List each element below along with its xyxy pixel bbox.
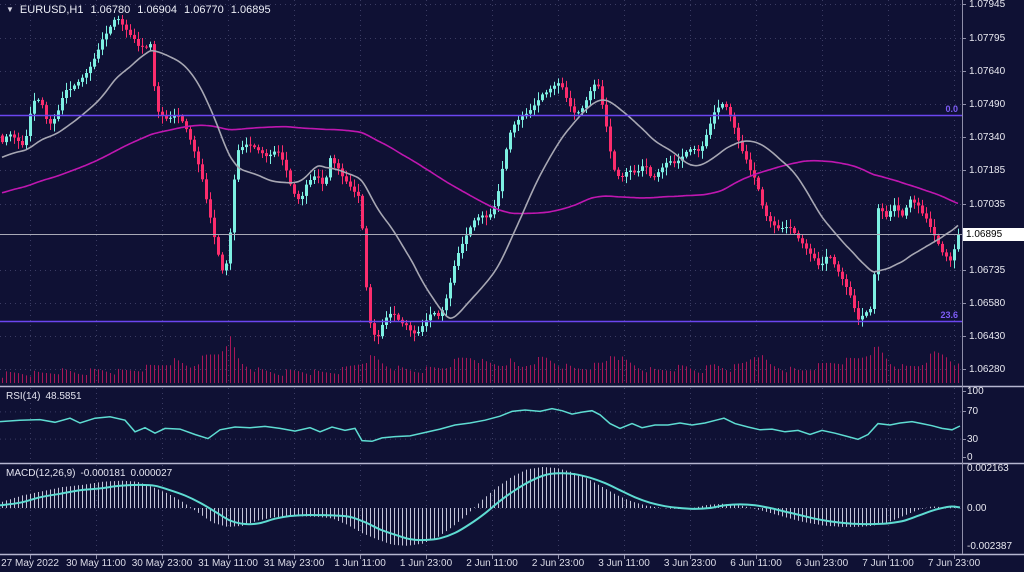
time-axis-label[interactable]: 7 Jun 23:00 xyxy=(927,558,981,569)
moving-average-fast xyxy=(1,49,959,319)
time-axis-label[interactable]: 7 Jun 11:00 xyxy=(862,558,914,569)
macd-pane-label: MACD(12,26,9) -0.000181 0.000027 xyxy=(6,468,172,479)
symbol-label: EURUSD,H1 xyxy=(19,4,84,16)
ohlc-low: 1.06770 xyxy=(184,4,224,16)
candles-layer xyxy=(1,15,960,345)
rsi-indicator-value: 48.5851 xyxy=(45,391,82,402)
chart-header: ▼ EURUSD,H1 1.06780 1.06904 1.06770 1.06895 xyxy=(6,4,271,16)
time-axis-label[interactable]: 2 Jun 23:00 xyxy=(531,558,585,569)
rsi-pane-label: RSI(14) 48.5851 xyxy=(6,391,82,402)
time-axis-label[interactable]: 1 Jun 11:00 xyxy=(334,558,386,569)
moving-average-slow xyxy=(1,124,959,215)
rsi-scale-tick[interactable]: 0 xyxy=(967,452,973,463)
price-axis-tick[interactable]: 1.07340 xyxy=(969,132,1006,143)
volume-bars xyxy=(2,336,959,383)
macd-scale-tick[interactable]: 0.002163 xyxy=(967,463,1009,474)
fib-level-label: 23.6 xyxy=(940,310,958,320)
price-axis-tick[interactable]: 1.07185 xyxy=(969,165,1006,176)
ohlc-open: 1.06780 xyxy=(90,4,131,16)
price-axis-tick[interactable]: 1.06735 xyxy=(969,265,1006,276)
rsi-scale-tick[interactable]: 100 xyxy=(967,386,984,397)
time-axis-label[interactable]: 6 Jun 11:00 xyxy=(730,558,782,569)
rsi-line xyxy=(0,407,961,443)
time-axis-label[interactable]: 30 May 11:00 xyxy=(66,558,126,569)
macd-scale-tick[interactable]: 0.00 xyxy=(967,503,987,514)
ohlc-high: 1.06904 xyxy=(137,4,178,16)
rsi-indicator-name: RSI(14) xyxy=(6,391,41,402)
price-axis-tick[interactable]: 1.06430 xyxy=(969,331,1006,342)
price-axis-tick[interactable]: 1.07035 xyxy=(969,199,1006,210)
macd-signal-line xyxy=(0,472,961,542)
time-axis-label[interactable]: 30 May 23:00 xyxy=(131,558,193,569)
macd-scale-tick[interactable]: -0.002387 xyxy=(967,541,1013,552)
price-axis-tick[interactable]: 1.07795 xyxy=(969,33,1006,44)
price-axis-tick[interactable]: 1.07490 xyxy=(969,99,1006,110)
time-axis-label[interactable]: 1 Jun 23:00 xyxy=(399,558,453,569)
price-axis-tick[interactable]: 1.06580 xyxy=(969,298,1006,309)
ohlc-close: 1.06895 xyxy=(230,4,271,16)
price-axis-tick[interactable]: 1.07945 xyxy=(969,0,1006,10)
time-axis-label[interactable]: 3 Jun 23:00 xyxy=(663,558,717,569)
time-axis-label[interactable]: 31 May 23:00 xyxy=(263,558,325,569)
fib-level-label: 0.0 xyxy=(945,104,958,114)
rsi-scale-tick[interactable]: 70 xyxy=(967,406,979,417)
time-axis-label[interactable]: 3 Jun 11:00 xyxy=(598,558,650,569)
rsi-scale-tick[interactable]: 30 xyxy=(967,434,979,445)
axis-ticks xyxy=(30,4,966,559)
current-price-label: 1.06895 xyxy=(963,228,1024,241)
price-axis-tick[interactable]: 1.06280 xyxy=(969,364,1006,375)
macd-indicator-value1: -0.000181 xyxy=(80,468,126,479)
macd-indicator-value2: 0.000027 xyxy=(130,468,173,479)
macd-indicator-name: MACD(12,26,9) xyxy=(6,468,76,479)
grid-layer xyxy=(0,0,962,553)
time-axis-label[interactable]: 31 May 11:00 xyxy=(198,558,258,569)
symbol-dropdown-icon[interactable]: ▼ xyxy=(6,5,14,14)
time-axis-label[interactable]: 2 Jun 11:00 xyxy=(466,558,518,569)
time-axis-label[interactable]: 27 May 2022 xyxy=(1,558,59,569)
price-axis-tick[interactable]: 1.07640 xyxy=(969,66,1006,77)
time-axis-label[interactable]: 6 Jun 23:00 xyxy=(795,558,849,569)
